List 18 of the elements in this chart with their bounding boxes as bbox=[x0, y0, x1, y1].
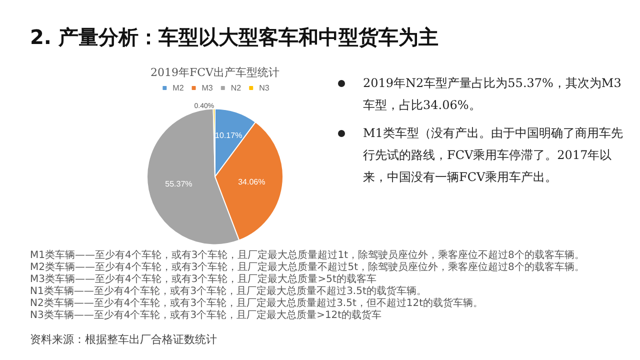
legend-label: M2 bbox=[172, 84, 184, 92]
data-label: 34.06% bbox=[238, 177, 266, 186]
text: M1类车型（没有产出。由于中国明确了商用车先行先试的路线，FCV乘用车停滞了。2017年以来，中国没有一辆FCV乘用车产出。 bbox=[362, 125, 624, 186]
legend-label: M3 bbox=[202, 84, 214, 92]
text: M2类车辆——至少有4个车轮，或有3个车轮，且厂定最大总质量不超过5t，除驾驶员座位外，乘客座位超过8个的载客车辆。 bbox=[30, 262, 586, 274]
legend-label: N2 bbox=[230, 84, 242, 92]
text: 资料来源：根据整车出厂合格证数统计 bbox=[30, 332, 217, 347]
text: M1类车辆——至少有4个车轮，或有3个车轮，且厂定最大总质量超过1t，除驾驶员座位外，乘客座位不超过8个的载客车辆。 bbox=[30, 250, 586, 262]
text: N3类车辆——至少有4个车轮，或有3个车轮，且厂定最大总质量>12t的载货车 bbox=[30, 310, 383, 322]
data-label: 10.17% bbox=[215, 131, 242, 140]
chart-subtitle: 2019年FCV出产车型统计 bbox=[150, 66, 280, 79]
text: M3类车辆——至少有4个车轮，或有3个车轮，且厂定最大总质量>5t的载客车 bbox=[30, 274, 378, 286]
legend-label: N3 bbox=[259, 84, 270, 92]
text: N2类车辆——至少有4个车轮，或有3个车轮，且厂定最大总质量超过3.5t，但不超过12t的载货车辆。 bbox=[30, 298, 484, 310]
text: 2019年N2车型产量占比为55.37%，其次为M3车型，占比34.06%。 bbox=[362, 75, 622, 114]
text: N1类车辆——至少有4个车轮，或有3个车轮，且厂定最大总质量不超过3.5t的载货车辆。 bbox=[30, 286, 428, 298]
chart-title: 2. 产量分析：车型以大型客车和中型货车为主 bbox=[30, 24, 438, 51]
data-label: 55.37% bbox=[165, 179, 192, 188]
